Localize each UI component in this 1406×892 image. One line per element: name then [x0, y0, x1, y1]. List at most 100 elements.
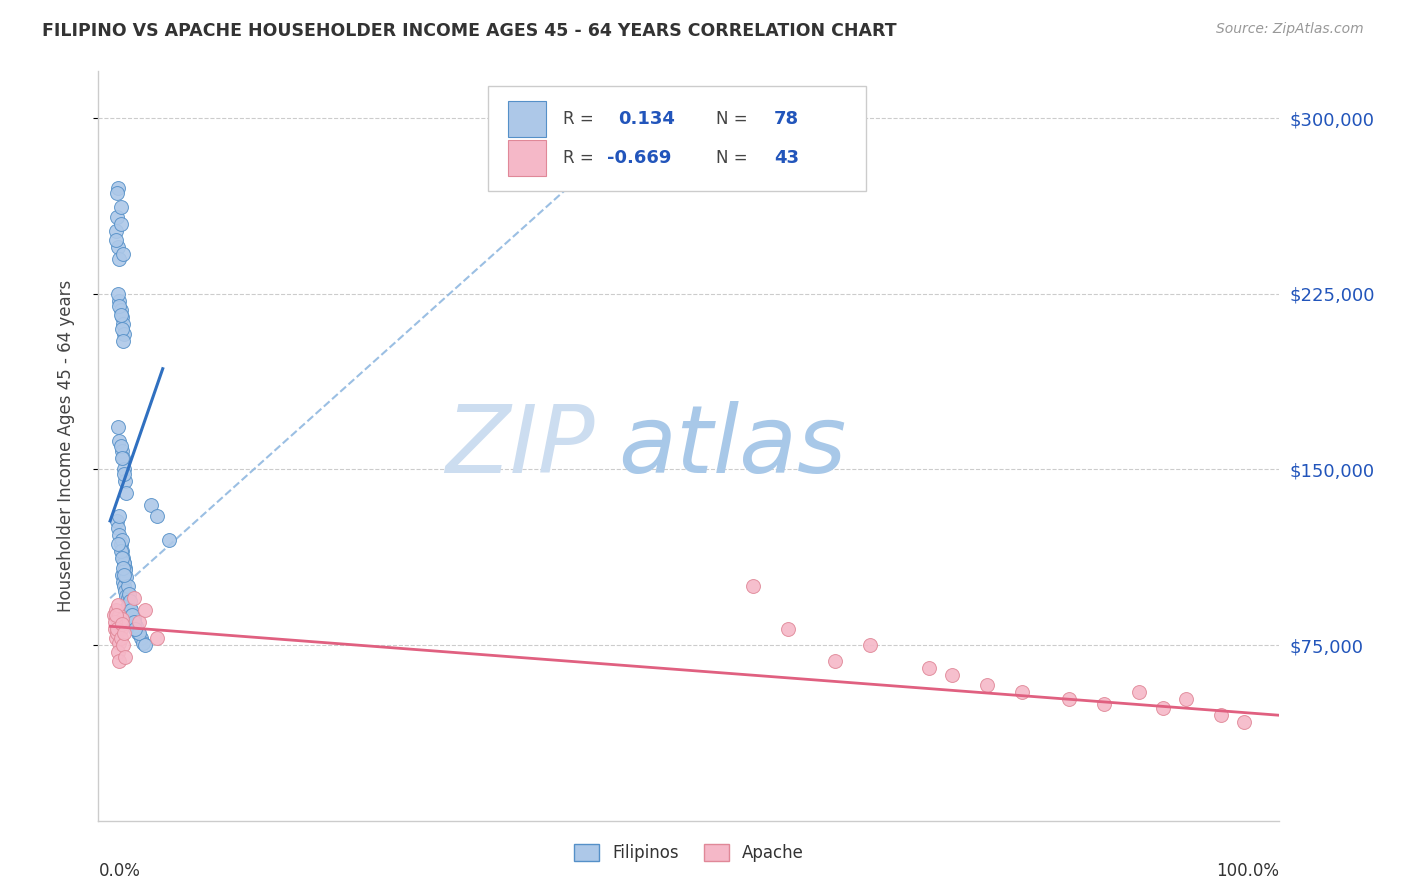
FancyBboxPatch shape [488, 87, 866, 191]
Point [111, 310, 134, 325]
Point [111, 322, 134, 336]
Point [112, 556, 135, 570]
Point [108, 635, 131, 649]
Point [107, 181, 129, 195]
Point [132, 635, 155, 649]
Text: -0.669: -0.669 [607, 149, 672, 167]
Point [104, 607, 127, 622]
Point [111, 318, 134, 332]
Text: 0.0%: 0.0% [98, 862, 141, 880]
Y-axis label: Householder Income Ages 45 - 64 years: Householder Income Ages 45 - 64 years [56, 280, 75, 612]
Point [108, 293, 131, 308]
Point [125, 619, 148, 633]
Point [117, 580, 139, 594]
Point [104, 615, 127, 629]
Text: ZIP: ZIP [444, 401, 595, 491]
Text: 78: 78 [773, 110, 799, 128]
Text: N =: N = [716, 149, 748, 167]
Point [107, 537, 129, 551]
Point [108, 298, 131, 313]
Legend: Filipinos, Apache: Filipinos, Apache [567, 837, 811, 869]
Point [121, 610, 143, 624]
Text: 0.134: 0.134 [619, 110, 675, 128]
Point [111, 450, 134, 465]
Point [120, 607, 142, 622]
Point [122, 612, 145, 626]
Point [114, 563, 136, 577]
Point [1092, 697, 1115, 711]
Text: R =: R = [562, 110, 593, 128]
Point [114, 649, 136, 664]
Point [114, 561, 136, 575]
Point [110, 439, 132, 453]
Point [1209, 708, 1232, 723]
Point [111, 544, 134, 558]
Point [112, 467, 135, 482]
Point [107, 240, 129, 254]
Point [108, 252, 131, 266]
Bar [508, 139, 546, 176]
Point [108, 655, 131, 669]
Text: 100.0%: 100.0% [1216, 862, 1279, 880]
Point [111, 450, 134, 465]
Point [976, 678, 998, 692]
Point [105, 514, 128, 528]
Point [111, 567, 134, 582]
Point [107, 617, 129, 632]
Point [110, 631, 132, 645]
Point [110, 217, 132, 231]
Point [115, 570, 138, 584]
Text: Source: ZipAtlas.com: Source: ZipAtlas.com [1216, 22, 1364, 37]
Point [111, 334, 134, 348]
Text: FILIPINO VS APACHE HOUSEHOLDER INCOME AGES 45 - 64 YEARS CORRELATION CHART: FILIPINO VS APACHE HOUSEHOLDER INCOME AG… [42, 22, 897, 40]
Point [111, 617, 134, 632]
Point [105, 626, 128, 640]
Point [1057, 692, 1080, 706]
Point [114, 584, 136, 599]
Point [104, 603, 127, 617]
Point [122, 591, 145, 606]
Point [859, 638, 882, 652]
Point [1128, 685, 1150, 699]
Point [118, 593, 141, 607]
Point [139, 498, 162, 512]
Point [112, 462, 135, 476]
Point [120, 605, 142, 619]
Point [112, 580, 135, 594]
Point [105, 210, 128, 224]
Text: 43: 43 [773, 149, 799, 167]
Point [111, 443, 134, 458]
Point [110, 622, 132, 636]
Point [103, 607, 125, 622]
Point [118, 586, 141, 600]
Point [111, 638, 134, 652]
Point [128, 615, 150, 629]
Text: atlas: atlas [619, 401, 846, 491]
Point [107, 521, 129, 535]
Point [105, 186, 128, 201]
Point [108, 528, 131, 542]
Point [105, 612, 128, 626]
Point [1233, 715, 1256, 730]
Point [110, 308, 132, 322]
Point [110, 200, 132, 214]
Point [107, 286, 129, 301]
Point [108, 434, 131, 449]
Point [146, 631, 169, 645]
Point [120, 603, 142, 617]
Point [117, 591, 139, 606]
Point [111, 561, 134, 575]
Point [112, 626, 135, 640]
Point [115, 485, 138, 500]
Point [107, 420, 129, 434]
Point [111, 612, 134, 626]
Point [778, 622, 800, 636]
Point [127, 626, 149, 640]
Point [111, 533, 134, 547]
Point [121, 607, 143, 622]
Point [117, 599, 139, 613]
Point [1174, 692, 1197, 706]
Point [122, 615, 145, 629]
Point [104, 223, 127, 237]
Point [917, 661, 939, 675]
